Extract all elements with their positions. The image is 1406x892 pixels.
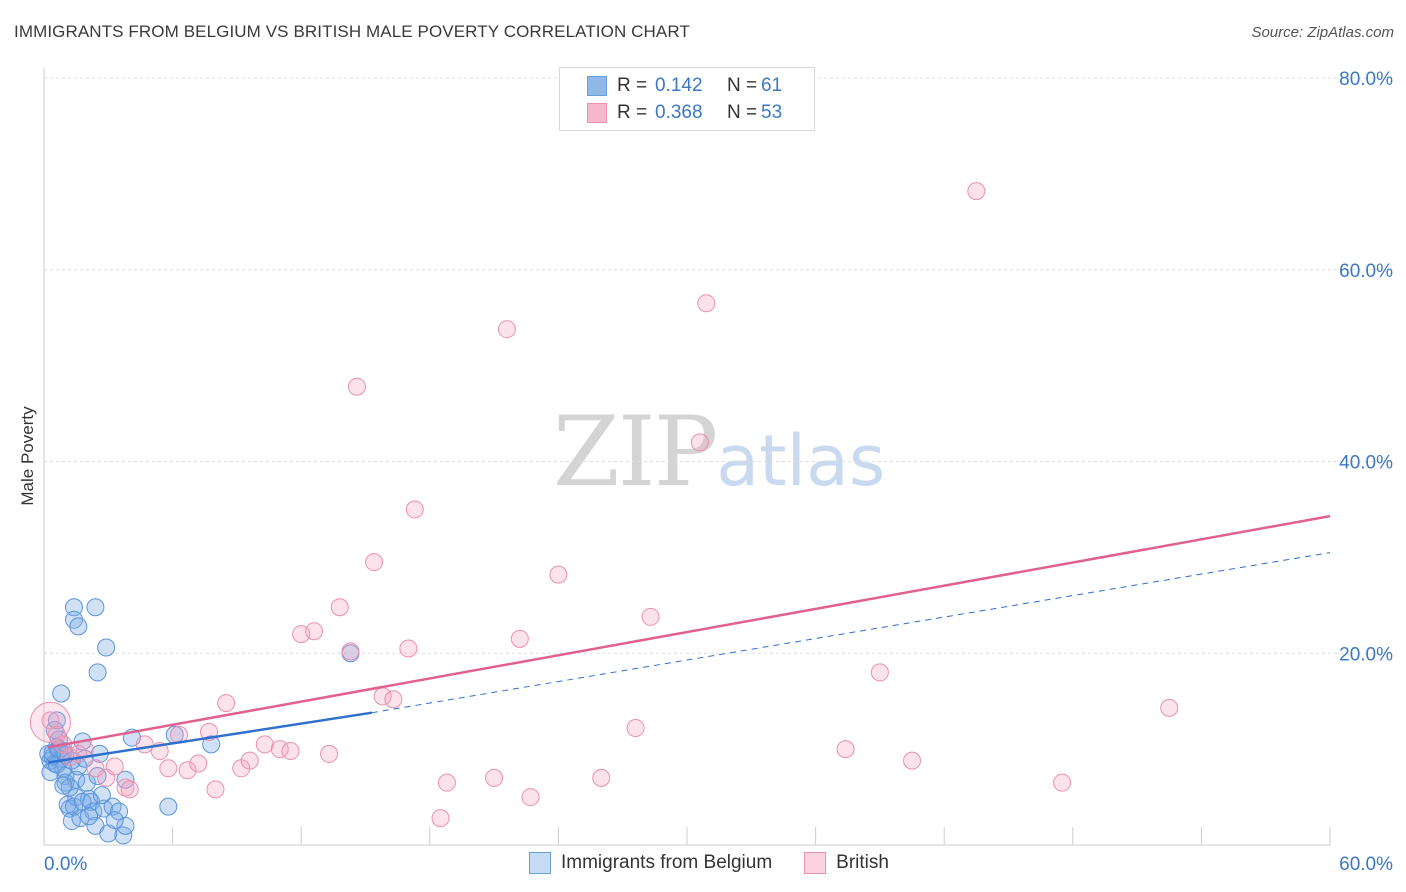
british-point-26 <box>305 622 324 641</box>
belgium-point-58 <box>105 811 124 830</box>
british-point-11 <box>135 735 154 754</box>
british-point-36 <box>431 809 450 828</box>
british-point-51 <box>967 182 986 201</box>
bottom-legend-swatch-belgium <box>529 852 551 874</box>
british-point-21 <box>240 751 259 770</box>
british-point-52 <box>1053 773 1072 792</box>
legend-swatch-belgium <box>587 76 607 96</box>
bottom-legend-swatch-british <box>804 852 827 874</box>
bottom-legend-label-british: British <box>836 852 889 873</box>
british-point-43 <box>592 768 611 787</box>
belgium-point-47 <box>97 638 116 657</box>
british-point-50 <box>903 751 922 770</box>
british-point-46 <box>697 294 716 313</box>
x-tick-label-max: 60.0% <box>1339 854 1393 875</box>
legend-r-label: R = <box>617 102 648 123</box>
british-point-33 <box>384 690 403 709</box>
chart-source: Source: ZipAtlas.com <box>1251 24 1394 41</box>
legend-r-value: 0.368 <box>655 102 703 123</box>
british-point-29 <box>341 642 360 661</box>
legend-n-value: 53 <box>761 102 783 123</box>
british-point-large <box>29 701 71 743</box>
tick-labels: 20.0% 40.0% 60.0% 80.0% 0.0% 60.0% <box>44 69 1393 875</box>
bottom-legend: Immigrants from Belgium British <box>529 852 921 874</box>
british-point-39 <box>497 320 516 339</box>
bottom-legend-item-belgium: Immigrants from Belgium <box>529 852 772 874</box>
x-tick-label-min: 0.0% <box>44 854 87 875</box>
british-point-35 <box>405 500 424 519</box>
belgium-point-10 <box>47 711 66 730</box>
legend-r-label: R = <box>617 75 648 96</box>
trend-belgium <box>48 711 373 764</box>
trend-british <box>48 514 1331 749</box>
legend-box: R = 0.142 N = 61 R = 0.368 N = 53 <box>559 67 815 131</box>
legend-swatch-british <box>587 103 607 123</box>
belgium-point-54 <box>54 776 73 795</box>
chart-title: IMMIGRANTS FROM BELGIUM VS BRITISH MALE … <box>14 22 690 41</box>
trend-lines <box>48 514 1331 764</box>
british-point-15 <box>178 761 197 780</box>
british-point-37 <box>437 773 456 792</box>
british-point-13 <box>159 759 178 778</box>
belgium-point-46 <box>69 617 88 636</box>
british-point-10 <box>120 780 139 799</box>
belgium-point-37 <box>116 816 135 835</box>
belgium-point-44 <box>86 598 105 617</box>
british-point-40 <box>510 629 529 648</box>
british-point-18 <box>206 780 225 799</box>
british-point-41 <box>521 788 540 807</box>
belgium-point-56 <box>80 807 99 826</box>
belgium-point-48 <box>88 663 107 682</box>
belgium-point-40 <box>159 797 178 816</box>
british-point-16 <box>189 754 208 773</box>
belgium-point-8 <box>41 763 60 782</box>
british-point-44 <box>626 719 645 738</box>
y-tick-label-20: 20.0% <box>1339 644 1393 665</box>
y-tick-label-60: 60.0% <box>1339 261 1393 282</box>
british-point-49 <box>870 663 889 682</box>
trend-belgium-extension <box>371 552 1331 714</box>
british-point-34 <box>399 639 418 658</box>
british-point-31 <box>365 553 384 572</box>
british-point-22 <box>255 735 274 754</box>
british-point-53 <box>1160 698 1179 717</box>
british-point-8 <box>105 757 124 776</box>
belgium-point-57 <box>92 786 111 805</box>
british-point-30 <box>347 377 366 396</box>
y-tick-label-80: 80.0% <box>1339 69 1393 90</box>
watermark-zip: ZIP <box>553 396 718 508</box>
legend-row-belgium: R = 0.142 N = 61 <box>587 74 782 98</box>
legend-r-value: 0.142 <box>655 75 703 96</box>
british-point-42 <box>549 565 568 584</box>
legend-row-british: R = 0.368 N = 53 <box>587 101 782 125</box>
belgium-point-11 <box>52 684 71 703</box>
legend-n-label: N = <box>727 102 758 123</box>
british-point-47 <box>690 433 709 452</box>
bottom-legend-label-belgium: Immigrants from Belgium <box>561 852 773 873</box>
belgium-point-43 <box>65 598 84 617</box>
british-point-45 <box>641 607 660 626</box>
series-british <box>29 182 1179 828</box>
belgium-point-38 <box>116 770 135 789</box>
axes <box>43 68 1331 846</box>
british-point-38 <box>485 768 504 787</box>
legend-n-label: N = <box>727 75 758 96</box>
british-point-19 <box>217 694 236 713</box>
legend-n-value: 61 <box>761 75 783 96</box>
british-point-28 <box>330 598 349 617</box>
y-tick-label-40: 40.0% <box>1339 453 1393 474</box>
british-point-24 <box>281 742 300 761</box>
watermark: ZIPatlas <box>553 404 885 509</box>
british-point-48 <box>836 740 855 759</box>
british-point-27 <box>320 744 339 763</box>
bottom-legend-item-british: British <box>804 852 889 874</box>
belgium-point-50 <box>60 778 79 797</box>
grid-lines <box>44 77 1392 654</box>
